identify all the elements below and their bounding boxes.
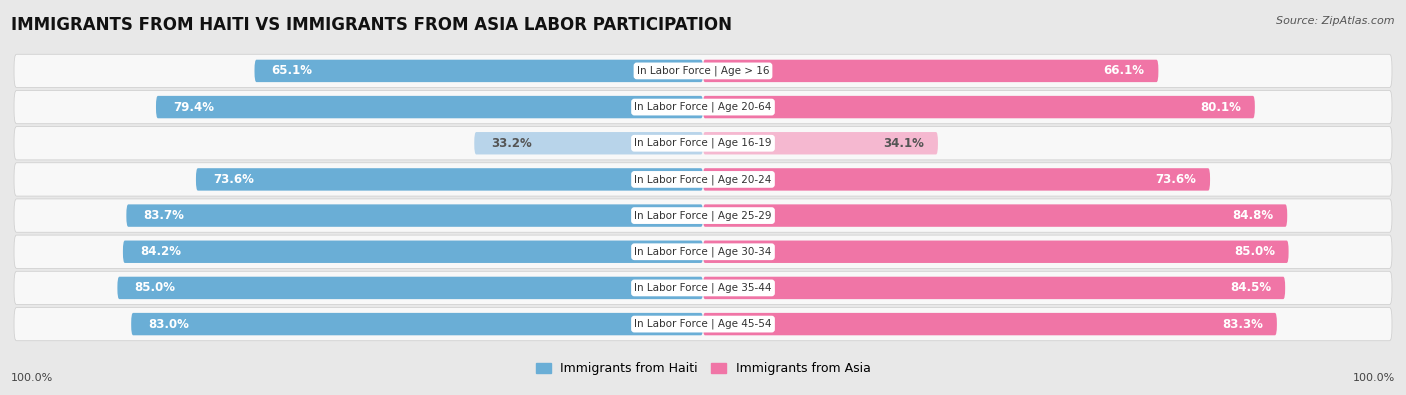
FancyBboxPatch shape (118, 277, 703, 299)
Text: 65.1%: 65.1% (271, 64, 312, 77)
FancyBboxPatch shape (14, 127, 1392, 160)
FancyBboxPatch shape (474, 132, 703, 154)
Text: 100.0%: 100.0% (1353, 373, 1395, 383)
Text: Source: ZipAtlas.com: Source: ZipAtlas.com (1277, 16, 1395, 26)
FancyBboxPatch shape (703, 132, 938, 154)
FancyBboxPatch shape (195, 168, 703, 191)
FancyBboxPatch shape (122, 241, 703, 263)
FancyBboxPatch shape (14, 163, 1392, 196)
FancyBboxPatch shape (14, 90, 1392, 124)
FancyBboxPatch shape (703, 168, 1211, 191)
FancyBboxPatch shape (703, 96, 1254, 118)
FancyBboxPatch shape (703, 313, 1277, 335)
FancyBboxPatch shape (127, 204, 703, 227)
Text: In Labor Force | Age 25-29: In Labor Force | Age 25-29 (634, 210, 772, 221)
FancyBboxPatch shape (131, 313, 703, 335)
Text: In Labor Force | Age 16-19: In Labor Force | Age 16-19 (634, 138, 772, 149)
Text: 84.8%: 84.8% (1232, 209, 1274, 222)
Text: 73.6%: 73.6% (1156, 173, 1197, 186)
Text: In Labor Force | Age 45-54: In Labor Force | Age 45-54 (634, 319, 772, 329)
Text: 84.2%: 84.2% (141, 245, 181, 258)
Legend: Immigrants from Haiti, Immigrants from Asia: Immigrants from Haiti, Immigrants from A… (530, 357, 876, 380)
Text: 83.0%: 83.0% (149, 318, 190, 331)
Text: In Labor Force | Age > 16: In Labor Force | Age > 16 (637, 66, 769, 76)
Text: 85.0%: 85.0% (135, 281, 176, 294)
FancyBboxPatch shape (14, 307, 1392, 341)
Text: IMMIGRANTS FROM HAITI VS IMMIGRANTS FROM ASIA LABOR PARTICIPATION: IMMIGRANTS FROM HAITI VS IMMIGRANTS FROM… (11, 16, 733, 34)
Text: 33.2%: 33.2% (492, 137, 533, 150)
Text: 85.0%: 85.0% (1234, 245, 1275, 258)
FancyBboxPatch shape (703, 60, 1159, 82)
FancyBboxPatch shape (14, 199, 1392, 232)
Text: 83.7%: 83.7% (143, 209, 184, 222)
FancyBboxPatch shape (703, 241, 1289, 263)
FancyBboxPatch shape (703, 204, 1288, 227)
Text: 34.1%: 34.1% (883, 137, 924, 150)
Text: 80.1%: 80.1% (1201, 101, 1241, 114)
Text: 84.5%: 84.5% (1230, 281, 1271, 294)
Text: In Labor Force | Age 35-44: In Labor Force | Age 35-44 (634, 283, 772, 293)
Text: 73.6%: 73.6% (214, 173, 254, 186)
Text: 79.4%: 79.4% (173, 101, 214, 114)
FancyBboxPatch shape (703, 277, 1285, 299)
Text: In Labor Force | Age 20-64: In Labor Force | Age 20-64 (634, 102, 772, 112)
FancyBboxPatch shape (156, 96, 703, 118)
Text: 83.3%: 83.3% (1222, 318, 1263, 331)
Text: In Labor Force | Age 30-34: In Labor Force | Age 30-34 (634, 246, 772, 257)
FancyBboxPatch shape (14, 235, 1392, 268)
Text: 100.0%: 100.0% (11, 373, 53, 383)
Text: 66.1%: 66.1% (1104, 64, 1144, 77)
FancyBboxPatch shape (14, 54, 1392, 88)
FancyBboxPatch shape (14, 271, 1392, 305)
Text: In Labor Force | Age 20-24: In Labor Force | Age 20-24 (634, 174, 772, 185)
FancyBboxPatch shape (254, 60, 703, 82)
